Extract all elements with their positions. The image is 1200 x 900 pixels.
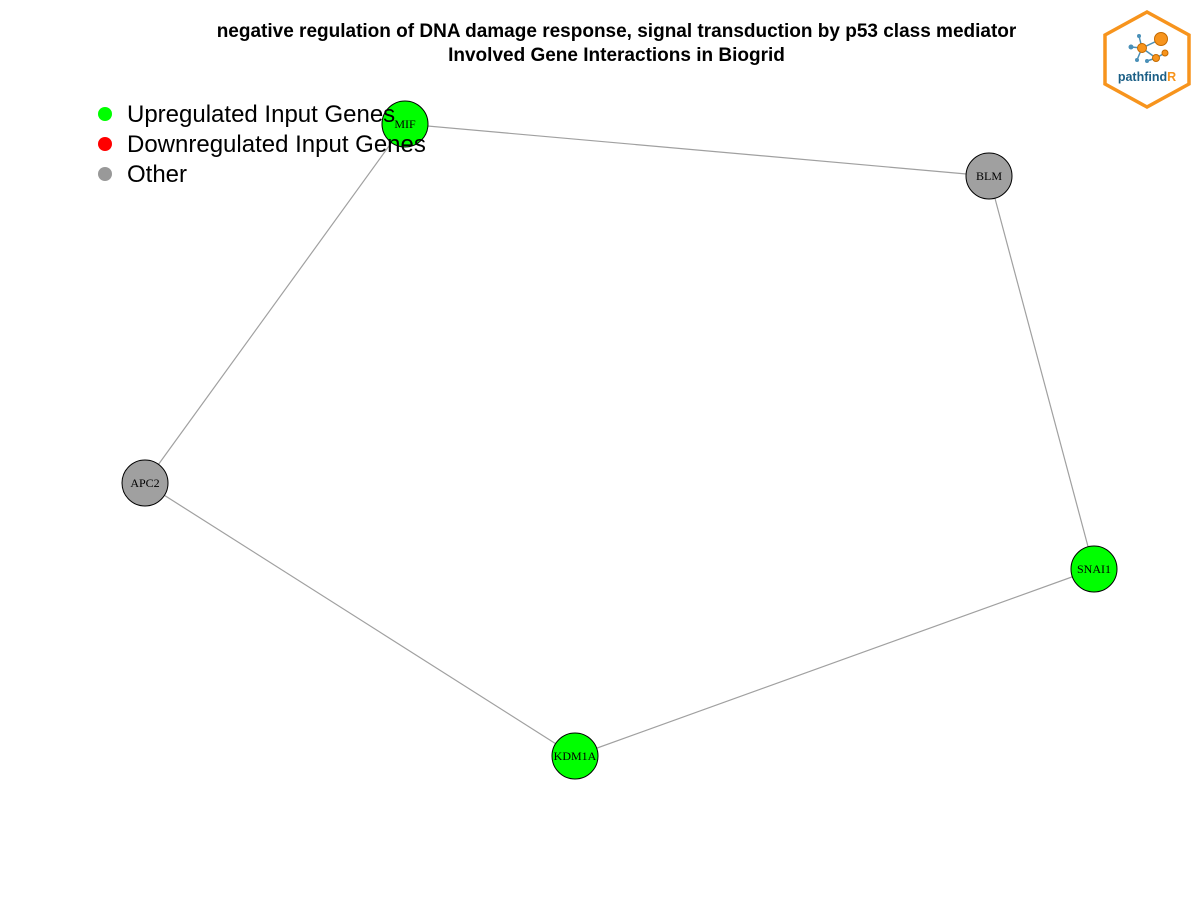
legend-label-upregulated: Upregulated Input Genes (127, 101, 396, 128)
node-circle-snai1 (1070, 545, 1118, 593)
node-label-apc2: APC2 (130, 476, 159, 490)
logo-text: pathfindR (1118, 70, 1176, 84)
edge-blm-snai1 (988, 175, 1095, 570)
pathfindr-logo: pathfindR (1103, 10, 1191, 109)
network-hexagon-icon (1128, 32, 1169, 63)
node-circle-kdm1a (551, 732, 599, 780)
edge-apc2-kdm1a (144, 482, 576, 757)
legend-dot-upregulated (98, 107, 112, 121)
node-circle-mif (381, 100, 429, 148)
nodes-layer: MIF BLM APC2 SNAI1 KDM1A (121, 100, 1118, 780)
node-kdm1a: KDM1A (551, 732, 599, 780)
chart-subtitle: Involved Gene Interactions in Biogrid (448, 45, 785, 66)
node-apc2: APC2 (121, 459, 169, 507)
edges-layer (144, 123, 1095, 757)
edge-mif-blm (404, 123, 990, 177)
legend-label-other: Other (127, 161, 188, 188)
node-label-blm: BLM (976, 169, 1002, 183)
edge-kdm1a-snai1 (574, 568, 1095, 757)
node-label-snai1: SNAI1 (1077, 562, 1111, 576)
node-circle-blm (965, 152, 1013, 200)
node-blm: BLM (965, 152, 1013, 200)
legend-dot-other (98, 167, 112, 181)
edge-mif-apc2 (144, 123, 406, 484)
node-snai1: SNAI1 (1070, 545, 1118, 593)
node-circle-apc2 (121, 459, 169, 507)
node-label-kdm1a: KDM1A (554, 749, 597, 763)
legend-dot-downregulated (98, 137, 112, 151)
node-mif: MIF (381, 100, 429, 148)
chart-title: negative regulation of DNA damage respon… (216, 21, 1017, 42)
node-label-mif: MIF (394, 117, 416, 131)
legend-label-downregulated: Downregulated Input Genes (127, 131, 426, 158)
